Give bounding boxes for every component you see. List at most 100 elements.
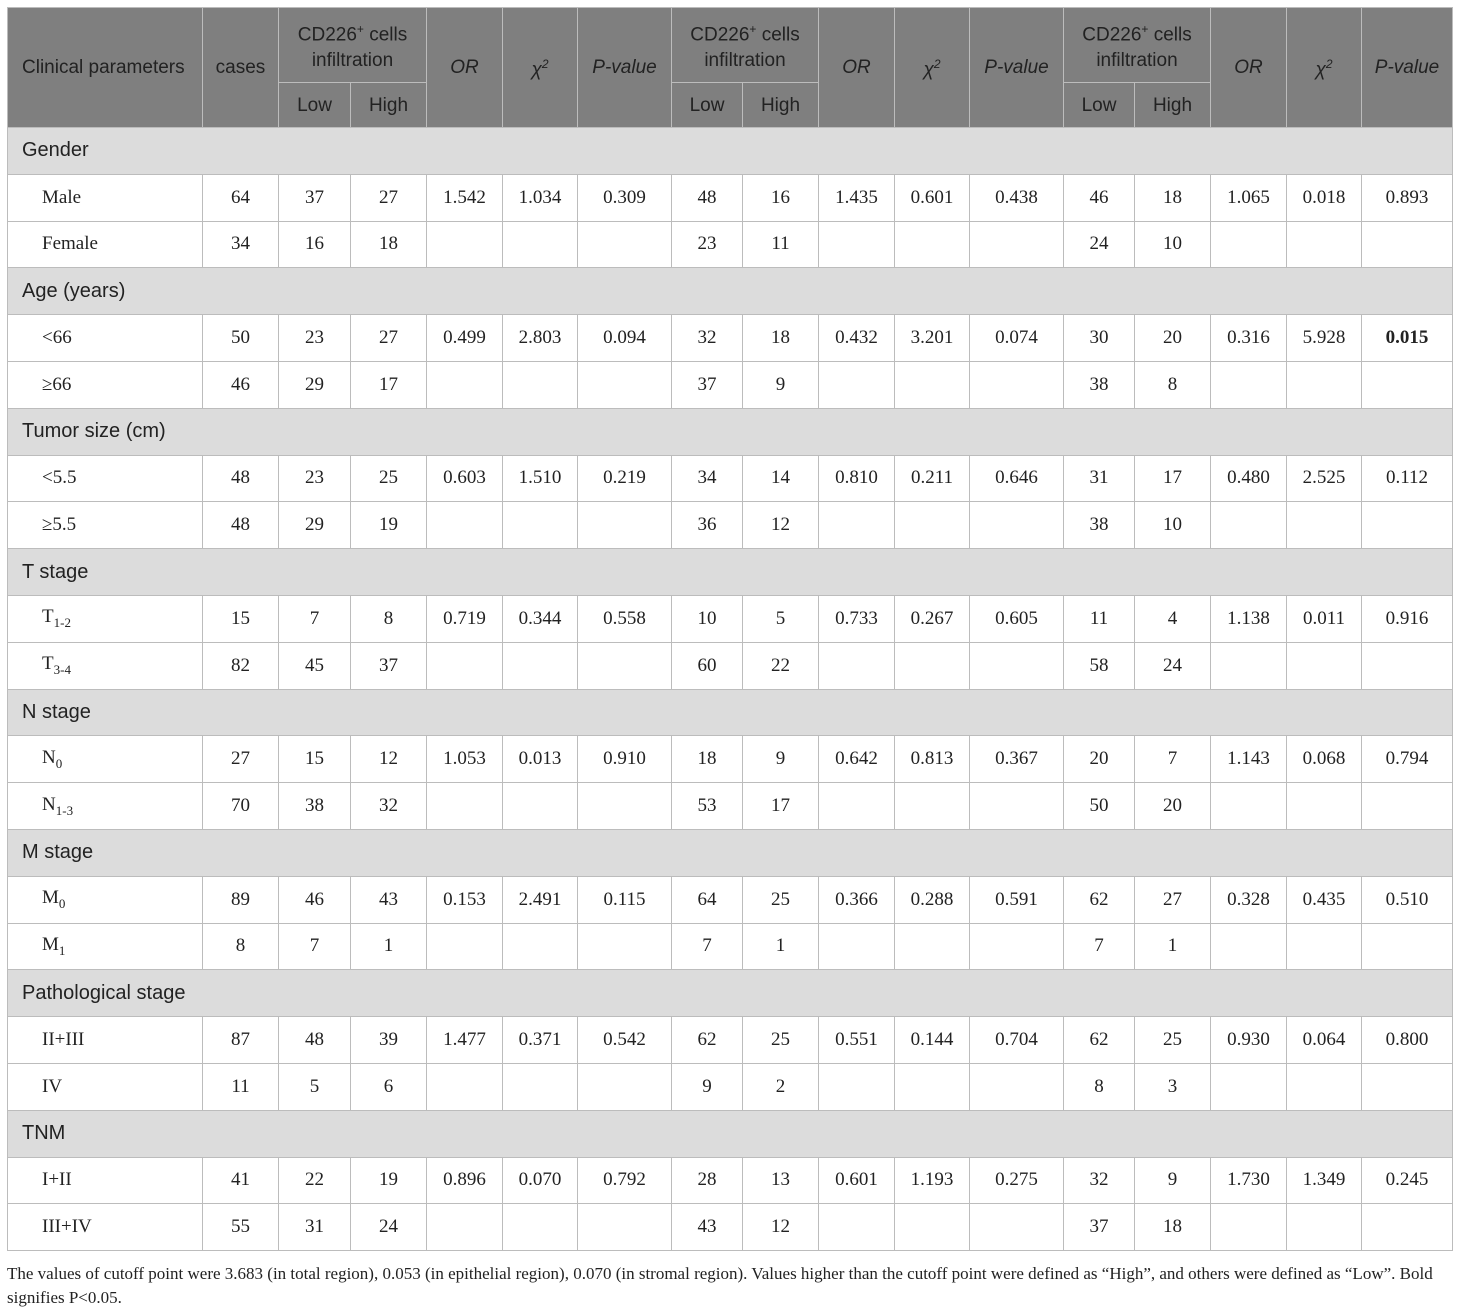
table-cell: 1 <box>1134 922 1211 971</box>
table-cell <box>969 360 1064 409</box>
table-cell: 18 <box>742 314 819 362</box>
table-cell: 37 <box>350 641 427 690</box>
table-cell <box>426 220 503 269</box>
table-cell: 19 <box>350 1156 427 1205</box>
table-row: I+II 41 22 19 0.896 0.070 0.792 28 13 0.601 1.193 0… <box>7 1156 1453 1205</box>
table-cell: 10 <box>1134 501 1211 550</box>
table-cell: 0.211 <box>894 454 970 503</box>
table-cell: 39 <box>350 1016 427 1064</box>
section-row: Age (years) <box>7 267 1453 316</box>
table-cell <box>577 922 672 971</box>
table-cell <box>1210 641 1287 690</box>
table-cell: 50 <box>202 314 279 362</box>
table-cell: 1.349 <box>1286 1156 1362 1205</box>
row-label-text: <66 <box>42 327 72 349</box>
table-cell <box>818 1062 895 1111</box>
table-cell: 14 <box>742 454 819 503</box>
row-label: Male <box>7 173 203 222</box>
row-label: <5.5 <box>7 454 203 503</box>
table-row: N1-3 70 38 32 53 17 50 20 <box>7 782 1453 830</box>
table-row: Female 34 16 18 23 11 24 10 <box>7 220 1453 269</box>
table-cell: 0.542 <box>577 1016 672 1064</box>
table-cell: 46 <box>278 875 351 924</box>
table-cell: 18 <box>350 220 427 269</box>
row-label-text: M <box>42 934 59 956</box>
table-cell: 28 <box>671 1156 743 1205</box>
group-label-prefix: CD226 <box>297 24 357 46</box>
table-cell <box>1286 501 1362 550</box>
table-cell: 9 <box>742 360 819 409</box>
header-or-3: OR <box>1210 7 1287 128</box>
row-label: ≥5.5 <box>7 501 203 550</box>
table-cell: 60 <box>671 641 743 690</box>
table-cell: 53 <box>671 782 743 830</box>
section-title: T stage <box>7 548 1453 596</box>
table-cell: 0.480 <box>1210 454 1287 503</box>
table-cell <box>969 501 1064 550</box>
table-cell: 0.916 <box>1361 594 1453 643</box>
table-cell <box>502 782 578 830</box>
table-cell: 22 <box>742 641 819 690</box>
table-cell: 11 <box>202 1062 279 1111</box>
section-row: Pathological stage <box>7 969 1453 1018</box>
table-cell: 20 <box>1134 314 1211 362</box>
table-cell: 64 <box>202 173 279 222</box>
table-cell: 7 <box>278 594 351 643</box>
table-cell: 0.551 <box>818 1016 895 1064</box>
table-cell: 25 <box>742 875 819 924</box>
table-cell: 62 <box>671 1016 743 1064</box>
row-label: M1 <box>7 922 203 971</box>
table-cell <box>969 220 1064 269</box>
table-cell: 24 <box>1134 641 1211 690</box>
table-cell: 0.893 <box>1361 173 1453 222</box>
table-cell: 55 <box>202 1203 279 1252</box>
table-cell <box>1286 782 1362 830</box>
group-label-prefix: CD226 <box>1082 24 1142 46</box>
table-cell: 25 <box>350 454 427 503</box>
table-cell: 1 <box>350 922 427 971</box>
table-cell: 10 <box>1134 220 1211 269</box>
table-row: <5.5 48 23 25 0.603 1.510 0.219 34 14 0.810 0.211 0… <box>7 454 1453 503</box>
table-cell <box>894 501 970 550</box>
table-row: ≥66 46 29 17 37 9 38 8 <box>7 360 1453 409</box>
chi-symbol: χ <box>1315 59 1326 81</box>
table-cell: 37 <box>1063 1203 1135 1252</box>
header-or-1: OR <box>426 7 503 128</box>
table-cell: 0.642 <box>818 735 895 784</box>
table-cell: 27 <box>350 314 427 362</box>
row-label-text: T <box>42 606 54 628</box>
chi-symbol: χ <box>531 59 542 81</box>
table-cell: 34 <box>671 454 743 503</box>
header-p-value-1: P-value <box>577 7 672 128</box>
table-cell: 15 <box>278 735 351 784</box>
chi-sup: 2 <box>933 57 941 72</box>
row-label-text: <5.5 <box>42 467 77 489</box>
table-cell: 32 <box>671 314 743 362</box>
table-cell: 24 <box>1063 220 1135 269</box>
table-cell <box>894 360 970 409</box>
table-cell: 0.371 <box>502 1016 578 1064</box>
table-cell: 0.328 <box>1210 875 1287 924</box>
table-cell: 1.730 <box>1210 1156 1287 1205</box>
table-cell: 11 <box>1063 594 1135 643</box>
row-label-sub: 1-3 <box>55 802 74 818</box>
table-cell: 25 <box>1134 1016 1211 1064</box>
table-cell <box>1286 1203 1362 1252</box>
table-cell <box>502 360 578 409</box>
table-cell <box>894 1203 970 1252</box>
table-cell: 31 <box>1063 454 1135 503</box>
table-container: Clinical parameters cases CD226+ cells i… <box>7 7 1453 1252</box>
table-body: Gender Male 64 37 27 1.542 1.034 0.309 48 16 1.435… <box>7 127 1453 1252</box>
table-cell: 0.153 <box>426 875 503 924</box>
table-row: M0 89 46 43 0.153 2.491 0.115 64 25 0.366 0.288 0.5… <box>7 875 1453 924</box>
row-label-text: III+IV <box>42 1216 92 1238</box>
table-cell <box>1210 1062 1287 1111</box>
table-cell: 2.525 <box>1286 454 1362 503</box>
table-cell: 22 <box>278 1156 351 1205</box>
table-cell <box>818 501 895 550</box>
table-cell <box>426 501 503 550</box>
row-label-text: M <box>42 887 59 909</box>
table-cell: 8 <box>350 594 427 643</box>
table-cell <box>969 1203 1064 1252</box>
row-label: N0 <box>7 735 203 784</box>
